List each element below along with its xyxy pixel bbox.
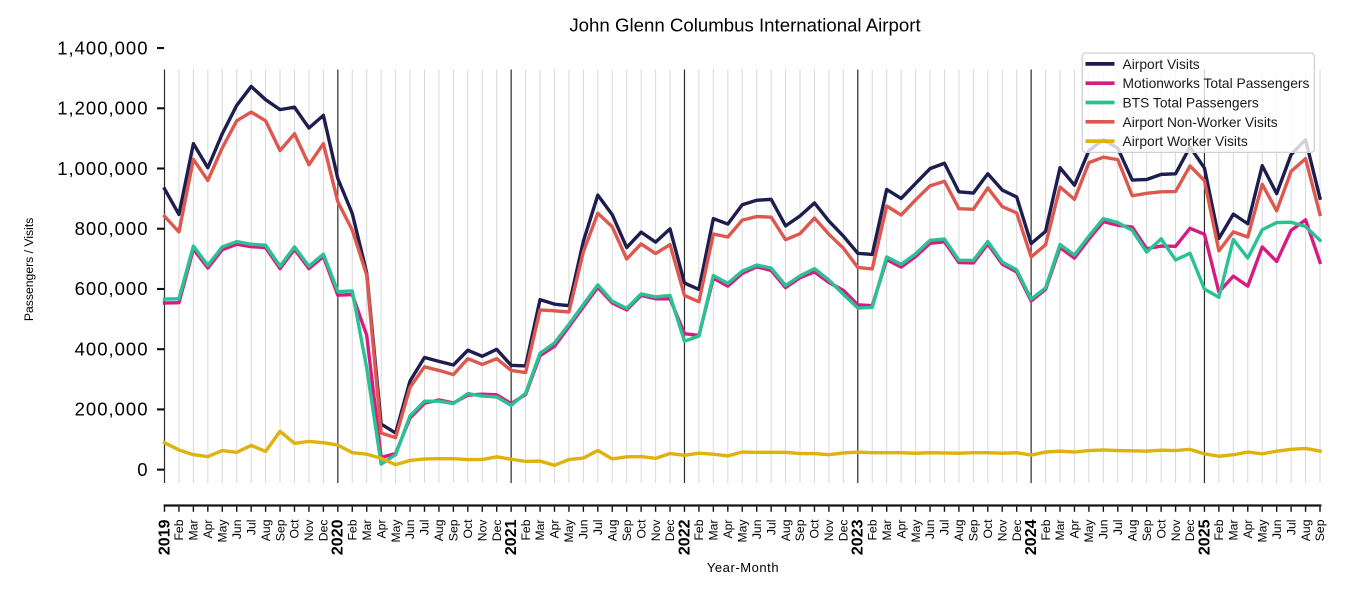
svg-text:Jul: Jul	[418, 520, 432, 536]
svg-text:0: 0	[137, 459, 148, 480]
svg-text:John Glenn Columbus Internatio: John Glenn Columbus International Airpor…	[569, 14, 921, 35]
svg-text:800,000: 800,000	[75, 218, 149, 239]
svg-text:Mar: Mar	[880, 520, 894, 541]
svg-text:Apr: Apr	[374, 520, 388, 539]
svg-text:Jul: Jul	[244, 520, 258, 536]
svg-text:Dec: Dec	[837, 520, 851, 542]
svg-text:Sep: Sep	[273, 519, 287, 541]
svg-text:1,400,000: 1,400,000	[57, 37, 148, 58]
svg-text:Aug: Aug	[1299, 520, 1313, 542]
svg-text:Oct: Oct	[288, 519, 302, 539]
svg-text:2021: 2021	[503, 519, 520, 555]
svg-text:Jul: Jul	[1111, 520, 1125, 536]
svg-text:Sep: Sep	[447, 519, 461, 541]
svg-text:BTS Total Passengers: BTS Total Passengers	[1123, 96, 1259, 111]
svg-text:Dec: Dec	[663, 520, 677, 542]
svg-text:Nov: Nov	[302, 519, 316, 542]
svg-text:Aug: Aug	[259, 520, 273, 542]
svg-text:May: May	[562, 519, 576, 543]
svg-text:Jul: Jul	[938, 520, 952, 536]
svg-text:Dec: Dec	[317, 520, 331, 542]
svg-text:Jun: Jun	[1270, 520, 1284, 540]
svg-text:Airport Visits: Airport Visits	[1123, 57, 1200, 72]
svg-text:Sep: Sep	[1140, 519, 1154, 541]
svg-text:May: May	[389, 519, 403, 543]
svg-text:Aug: Aug	[952, 520, 966, 542]
svg-text:Sep: Sep	[620, 519, 634, 541]
svg-text:Airport Non-Worker Visits: Airport Non-Worker Visits	[1123, 115, 1278, 130]
svg-text:Mar: Mar	[360, 520, 374, 541]
svg-text:Jun: Jun	[1097, 520, 1111, 540]
svg-text:Jun: Jun	[577, 520, 591, 540]
svg-text:Apr: Apr	[548, 520, 562, 539]
svg-text:2020: 2020	[330, 519, 347, 555]
svg-text:Aug: Aug	[432, 520, 446, 542]
svg-text:Jul: Jul	[591, 520, 605, 536]
svg-text:Feb: Feb	[172, 519, 186, 540]
svg-text:Feb: Feb	[865, 519, 879, 540]
svg-text:2024: 2024	[1023, 519, 1040, 555]
svg-text:Oct: Oct	[1154, 519, 1168, 539]
svg-text:Feb: Feb	[692, 519, 706, 540]
svg-text:Nov: Nov	[1169, 519, 1183, 542]
svg-text:Sep: Sep	[967, 519, 981, 541]
svg-text:Motionworks Total Passengers: Motionworks Total Passengers	[1123, 76, 1310, 91]
svg-text:Airport Worker Visits: Airport Worker Visits	[1123, 134, 1248, 149]
svg-text:Aug: Aug	[1125, 520, 1139, 542]
svg-text:Aug: Aug	[779, 520, 793, 542]
svg-text:Mar: Mar	[707, 520, 721, 541]
svg-text:Feb: Feb	[1039, 519, 1053, 540]
svg-text:May: May	[909, 519, 923, 543]
svg-text:Year-Month: Year-Month	[707, 560, 779, 575]
svg-text:Jul: Jul	[764, 520, 778, 536]
svg-text:Jun: Jun	[750, 520, 764, 540]
svg-text:2023: 2023	[850, 519, 867, 555]
svg-text:2022: 2022	[676, 519, 693, 555]
svg-text:Jul: Jul	[1284, 520, 1298, 536]
svg-text:Oct: Oct	[981, 519, 995, 539]
svg-text:Sep: Sep	[793, 519, 807, 541]
svg-text:Oct: Oct	[634, 519, 648, 539]
svg-text:400,000: 400,000	[75, 338, 149, 359]
svg-text:Oct: Oct	[808, 519, 822, 539]
svg-text:Dec: Dec	[1183, 520, 1197, 542]
svg-text:Jun: Jun	[923, 520, 937, 540]
svg-text:Passengers / Visits: Passengers / Visits	[22, 218, 36, 321]
svg-text:Mar: Mar	[1227, 520, 1241, 541]
svg-text:1,200,000: 1,200,000	[57, 98, 148, 119]
svg-text:Feb: Feb	[1212, 519, 1226, 540]
svg-text:Dec: Dec	[1010, 520, 1024, 542]
svg-text:May: May	[1255, 519, 1269, 543]
svg-text:Apr: Apr	[721, 520, 735, 539]
svg-text:600,000: 600,000	[75, 278, 149, 299]
svg-text:Nov: Nov	[475, 519, 489, 542]
svg-text:Mar: Mar	[187, 520, 201, 541]
svg-text:Nov: Nov	[649, 519, 663, 542]
svg-text:Oct: Oct	[461, 519, 475, 539]
svg-text:2025: 2025	[1196, 519, 1213, 555]
svg-text:Jun: Jun	[403, 520, 417, 540]
svg-text:Apr: Apr	[894, 520, 908, 539]
svg-text:Nov: Nov	[822, 519, 836, 542]
svg-text:Mar: Mar	[533, 520, 547, 541]
svg-text:Apr: Apr	[201, 520, 215, 539]
svg-text:Apr: Apr	[1068, 520, 1082, 539]
svg-text:Apr: Apr	[1241, 520, 1255, 539]
svg-text:Feb: Feb	[519, 519, 533, 540]
svg-text:200,000: 200,000	[75, 399, 149, 420]
svg-text:Jun: Jun	[230, 520, 244, 540]
svg-text:May: May	[215, 519, 229, 543]
svg-text:2019: 2019	[156, 519, 173, 555]
svg-text:May: May	[735, 519, 749, 543]
svg-text:Feb: Feb	[345, 519, 359, 540]
svg-text:Nov: Nov	[995, 519, 1009, 542]
svg-text:Mar: Mar	[1053, 520, 1067, 541]
svg-text:Sep: Sep	[1313, 519, 1327, 541]
svg-text:Aug: Aug	[605, 520, 619, 542]
svg-text:1,000,000: 1,000,000	[57, 158, 148, 179]
svg-text:Dec: Dec	[490, 520, 504, 542]
svg-text:May: May	[1082, 519, 1096, 543]
